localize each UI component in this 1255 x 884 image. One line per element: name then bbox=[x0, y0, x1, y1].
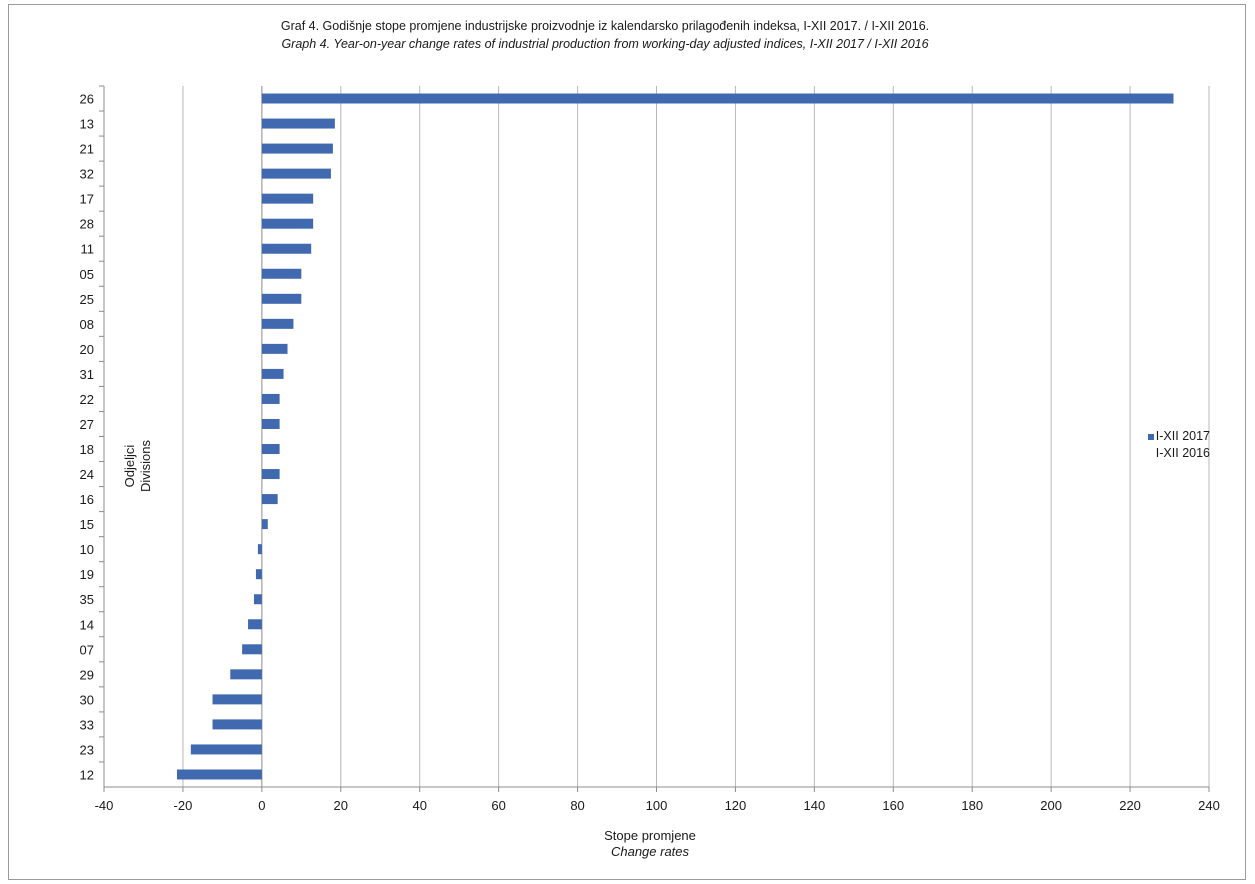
y-axis-label: Odjeljci Divisions bbox=[122, 436, 154, 496]
legend-label-2: I-XII 2016 bbox=[1155, 446, 1210, 460]
y-tick-label: 14 bbox=[80, 617, 94, 632]
bar bbox=[190, 744, 262, 755]
y-tick-label: 24 bbox=[80, 467, 94, 482]
x-tick-label: 200 bbox=[1040, 798, 1062, 813]
legend-swatch bbox=[1147, 433, 1154, 440]
x-tick-label: 180 bbox=[961, 798, 983, 813]
x-tick-label: 240 bbox=[1198, 798, 1220, 813]
bar bbox=[261, 93, 1174, 104]
y-tick-label: 26 bbox=[80, 92, 94, 107]
y-tick-label: 28 bbox=[80, 217, 94, 232]
bar bbox=[261, 168, 331, 179]
bar bbox=[212, 694, 262, 705]
y-tick-label: 11 bbox=[81, 242, 95, 257]
y-tick-label: 27 bbox=[80, 417, 94, 432]
x-tick-label: 60 bbox=[491, 798, 505, 813]
bar bbox=[253, 594, 262, 605]
bar bbox=[261, 193, 314, 204]
x-tick-label: 220 bbox=[1119, 798, 1141, 813]
x-tick-label: -20 bbox=[174, 798, 193, 813]
y-tick-label: 22 bbox=[80, 392, 94, 407]
y-tick-label: 25 bbox=[80, 292, 94, 307]
bar bbox=[261, 118, 335, 129]
bar bbox=[261, 368, 284, 379]
bar bbox=[261, 343, 288, 354]
bar bbox=[261, 293, 302, 304]
bar bbox=[230, 669, 262, 680]
y-tick-label: 18 bbox=[80, 442, 94, 457]
bar bbox=[248, 619, 262, 630]
y-axis-label-en: Divisions bbox=[138, 440, 153, 493]
x-axis-label-en: Change rates bbox=[610, 844, 690, 859]
bar bbox=[257, 544, 262, 555]
y-tick-label: 19 bbox=[80, 567, 94, 582]
y-axis-label-hr: Odjeljci bbox=[122, 444, 137, 488]
x-tick-label: 120 bbox=[725, 798, 747, 813]
bar bbox=[261, 268, 302, 279]
bar bbox=[261, 143, 333, 154]
bar bbox=[212, 719, 262, 730]
legend-entry: I-XII 2017 bbox=[1100, 428, 1210, 445]
bar bbox=[261, 494, 278, 505]
y-tick-label: 16 bbox=[80, 492, 94, 507]
x-axis-label: Stope promjene Change rates bbox=[520, 828, 780, 860]
x-tick-label: -40 bbox=[95, 798, 114, 813]
x-tick-label: 20 bbox=[334, 798, 348, 813]
x-tick-label: 160 bbox=[882, 798, 904, 813]
y-tick-label: 05 bbox=[80, 267, 94, 282]
y-tick-label: 13 bbox=[80, 117, 94, 132]
bar bbox=[242, 644, 262, 655]
y-tick-label: 33 bbox=[80, 717, 94, 732]
legend: I-XII 2017 I-XII 2016 bbox=[1100, 428, 1210, 462]
bar bbox=[261, 469, 280, 480]
chart-subtitle: Graph 4. Year-on-year change rates of in… bbox=[281, 37, 929, 51]
bar bbox=[261, 444, 280, 455]
y-tick-label: 30 bbox=[80, 692, 94, 707]
y-tick-label: 15 bbox=[80, 517, 94, 532]
x-tick-label: 0 bbox=[258, 798, 265, 813]
x-tick-label: 140 bbox=[804, 798, 826, 813]
x-tick-label: 80 bbox=[570, 798, 584, 813]
chart-frame bbox=[8, 4, 1246, 880]
bar bbox=[261, 218, 314, 229]
bar bbox=[261, 418, 280, 429]
bar bbox=[261, 519, 268, 530]
y-tick-label: 32 bbox=[80, 167, 94, 182]
x-axis-label-hr: Stope promjene bbox=[604, 828, 696, 843]
y-tick-label: 35 bbox=[80, 592, 94, 607]
bar bbox=[261, 243, 312, 254]
y-tick-label: 21 bbox=[80, 142, 94, 157]
x-tick-label: 40 bbox=[412, 798, 426, 813]
y-tick-label: 20 bbox=[80, 342, 94, 357]
x-tick-label: 100 bbox=[646, 798, 668, 813]
y-tick-label: 10 bbox=[80, 542, 94, 557]
chart-title: Graf 4. Godišnje stope promjene industri… bbox=[280, 19, 930, 33]
y-tick-label: 07 bbox=[80, 642, 94, 657]
y-tick-label: 12 bbox=[80, 767, 94, 782]
bar bbox=[261, 318, 294, 329]
y-tick-label: 08 bbox=[80, 317, 94, 332]
y-tick-label: 23 bbox=[80, 742, 94, 757]
legend-label-1: I-XII 2017 bbox=[1155, 429, 1210, 443]
bar bbox=[261, 393, 280, 404]
bar bbox=[177, 769, 262, 780]
y-tick-label: 31 bbox=[80, 367, 94, 382]
y-tick-label: 29 bbox=[80, 667, 94, 682]
y-tick-label: 17 bbox=[80, 192, 94, 207]
bar bbox=[255, 569, 262, 580]
